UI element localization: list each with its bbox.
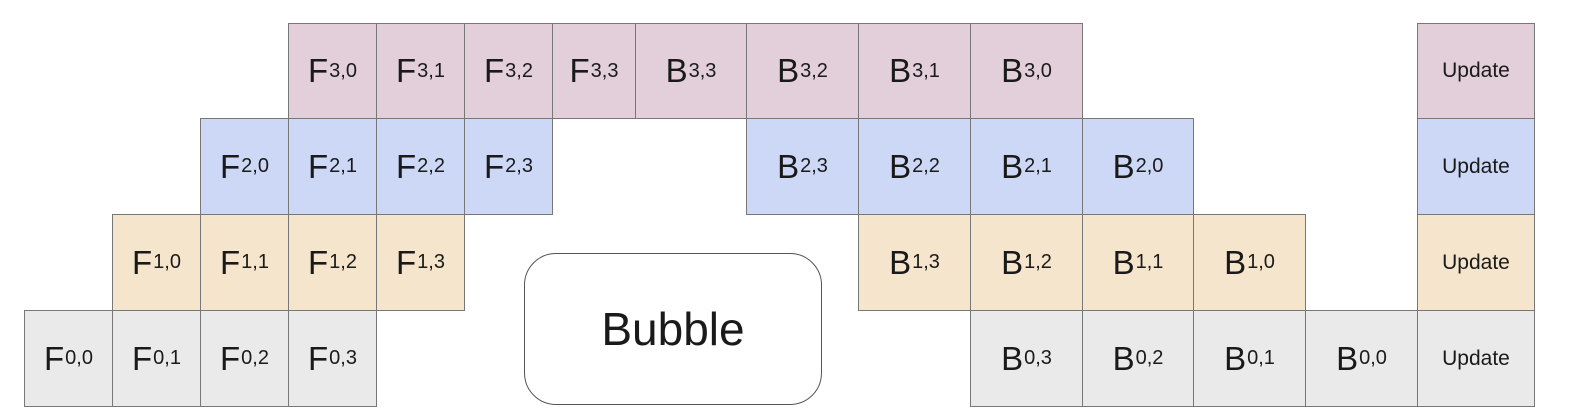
forward-cell-0-0: F 0,0 [24, 310, 113, 407]
backward-cell-1-2: B 1,2 [970, 214, 1083, 311]
update-cell-stage-1: Update [1417, 214, 1535, 311]
backward-cell-2-3: B 2,3 [746, 118, 859, 215]
forward-cell-2-3: F 2,3 [464, 118, 553, 215]
backward-cell-3-2: B 3,2 [746, 23, 859, 119]
backward-cell-1-1: B 1,1 [1082, 214, 1194, 311]
forward-cell-1-1: F 1,1 [200, 214, 289, 311]
forward-cell-2-1: F 2,1 [288, 118, 377, 215]
backward-cell-1-3: B 1,3 [858, 214, 971, 311]
forward-cell-3-2: F 3,2 [464, 23, 553, 119]
backward-cell-0-2: B 0,2 [1082, 310, 1194, 407]
forward-cell-3-1: F 3,1 [376, 23, 465, 119]
forward-cell-0-1: F 0,1 [112, 310, 201, 407]
forward-cell-0-2: F 0,2 [200, 310, 289, 407]
bubble-label: Bubble [524, 253, 822, 405]
update-cell-stage-0: Update [1417, 310, 1535, 407]
update-cell-stage-2: Update [1417, 118, 1535, 215]
forward-cell-1-3: F 1,3 [376, 214, 465, 311]
forward-cell-3-0: F 3,0 [288, 23, 377, 119]
forward-cell-1-0: F 1,0 [112, 214, 201, 311]
forward-cell-3-3: F 3,3 [552, 23, 636, 119]
forward-cell-1-2: F 1,2 [288, 214, 377, 311]
backward-cell-3-1: B 3,1 [858, 23, 971, 119]
backward-cell-2-2: B 2,2 [858, 118, 971, 215]
backward-cell-0-0: B 0,0 [1305, 310, 1418, 407]
backward-cell-2-0: B 2,0 [1082, 118, 1194, 215]
backward-cell-0-1: B 0,1 [1193, 310, 1306, 407]
backward-cell-0-3: B 0,3 [970, 310, 1083, 407]
backward-cell-1-0: B 1,0 [1193, 214, 1306, 311]
forward-cell-2-0: F 2,0 [200, 118, 289, 215]
backward-cell-3-3: B 3,3 [635, 23, 747, 119]
backward-cell-2-1: B 2,1 [970, 118, 1083, 215]
backward-cell-3-0: B 3,0 [970, 23, 1083, 119]
forward-cell-2-2: F 2,2 [376, 118, 465, 215]
forward-cell-0-3: F 0,3 [288, 310, 377, 407]
update-cell-stage-3: Update [1417, 23, 1535, 119]
